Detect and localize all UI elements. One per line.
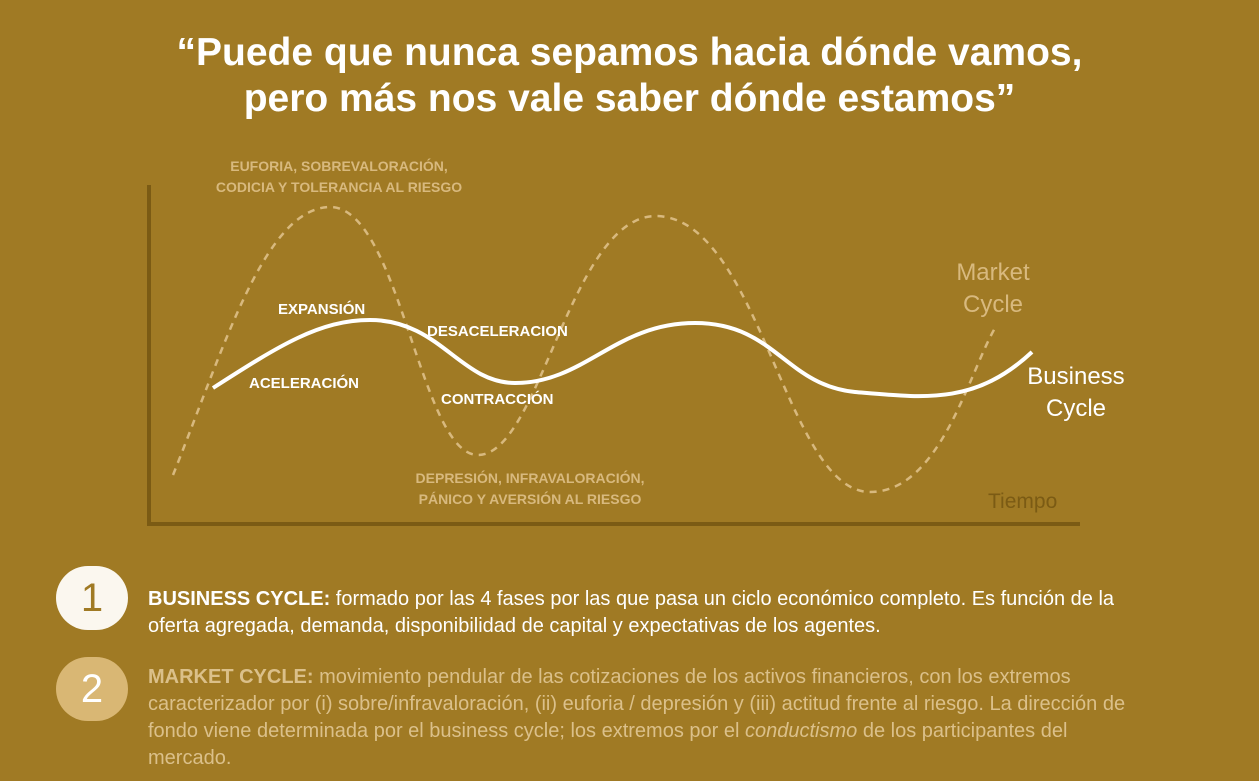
quote-title: “Puede que nunca sepamos hacia dónde vam… <box>0 30 1259 122</box>
phase-acceleration: ACELERACIÓN <box>249 374 359 392</box>
cycle-diagram: EUFORIA, SOBREVALORACIÓN, CODICIA Y TOLE… <box>147 157 1125 526</box>
bottom-note-line-2: PÁNICO Y AVERSIÓN AL RIESGO <box>419 490 642 507</box>
market-cycle-note-text: movimiento pendular de las cotizaciones … <box>148 666 1126 742</box>
quote-line-1: “Puede que nunca sepamos hacia dónde vam… <box>176 31 1083 74</box>
business-cycle-note: BUSINESS CYCLE: formado por las 4 fases … <box>148 586 1138 640</box>
business-cycle-note-text: formado por las 4 fases por las que pasa… <box>148 588 1115 637</box>
quote-line-2: pero más nos vale saber dónde estamos” <box>243 77 1016 120</box>
phase-contraction: CONTRACCIÓN <box>441 390 554 408</box>
market-cycle-note-emphasis: conductismo <box>744 720 858 742</box>
number-badge-1: 1 <box>56 566 128 630</box>
top-note-line-2: CODICIA Y TOLERANCIA AL RIESGO <box>216 179 462 195</box>
top-note-line-1: EUFORIA, SOBREVALORACIÓN, <box>230 157 448 174</box>
business-cycle-curve <box>211 317 1034 399</box>
market-cycle-curve <box>171 205 997 494</box>
number-badge-2: 2 <box>56 657 128 721</box>
phase-expansion: EXPANSIÓN <box>278 300 365 318</box>
market-cycle-label-line-1: Market <box>956 259 1030 286</box>
x-axis-label: Tiempo <box>988 490 1057 513</box>
market-cycle-note-text-end: de los participantes del mercado. <box>148 720 1068 769</box>
market-cycle-label-line-2: Cycle <box>963 291 1023 318</box>
business-cycle-label-line-2: Cycle <box>1046 395 1106 422</box>
business-cycle-note-title: BUSINESS CYCLE: <box>148 588 331 610</box>
business-cycle-label-line-1: Business <box>1027 363 1124 390</box>
market-cycle-note: MARKET CYCLE: movimiento pendular de las… <box>148 664 1138 772</box>
phase-deceleration: DESACELERACION <box>427 323 568 340</box>
bottom-note-line-1: DEPRESIÓN, INFRAVALORACIÓN, <box>416 469 645 486</box>
market-cycle-note-title: MARKET CYCLE: <box>148 666 314 688</box>
